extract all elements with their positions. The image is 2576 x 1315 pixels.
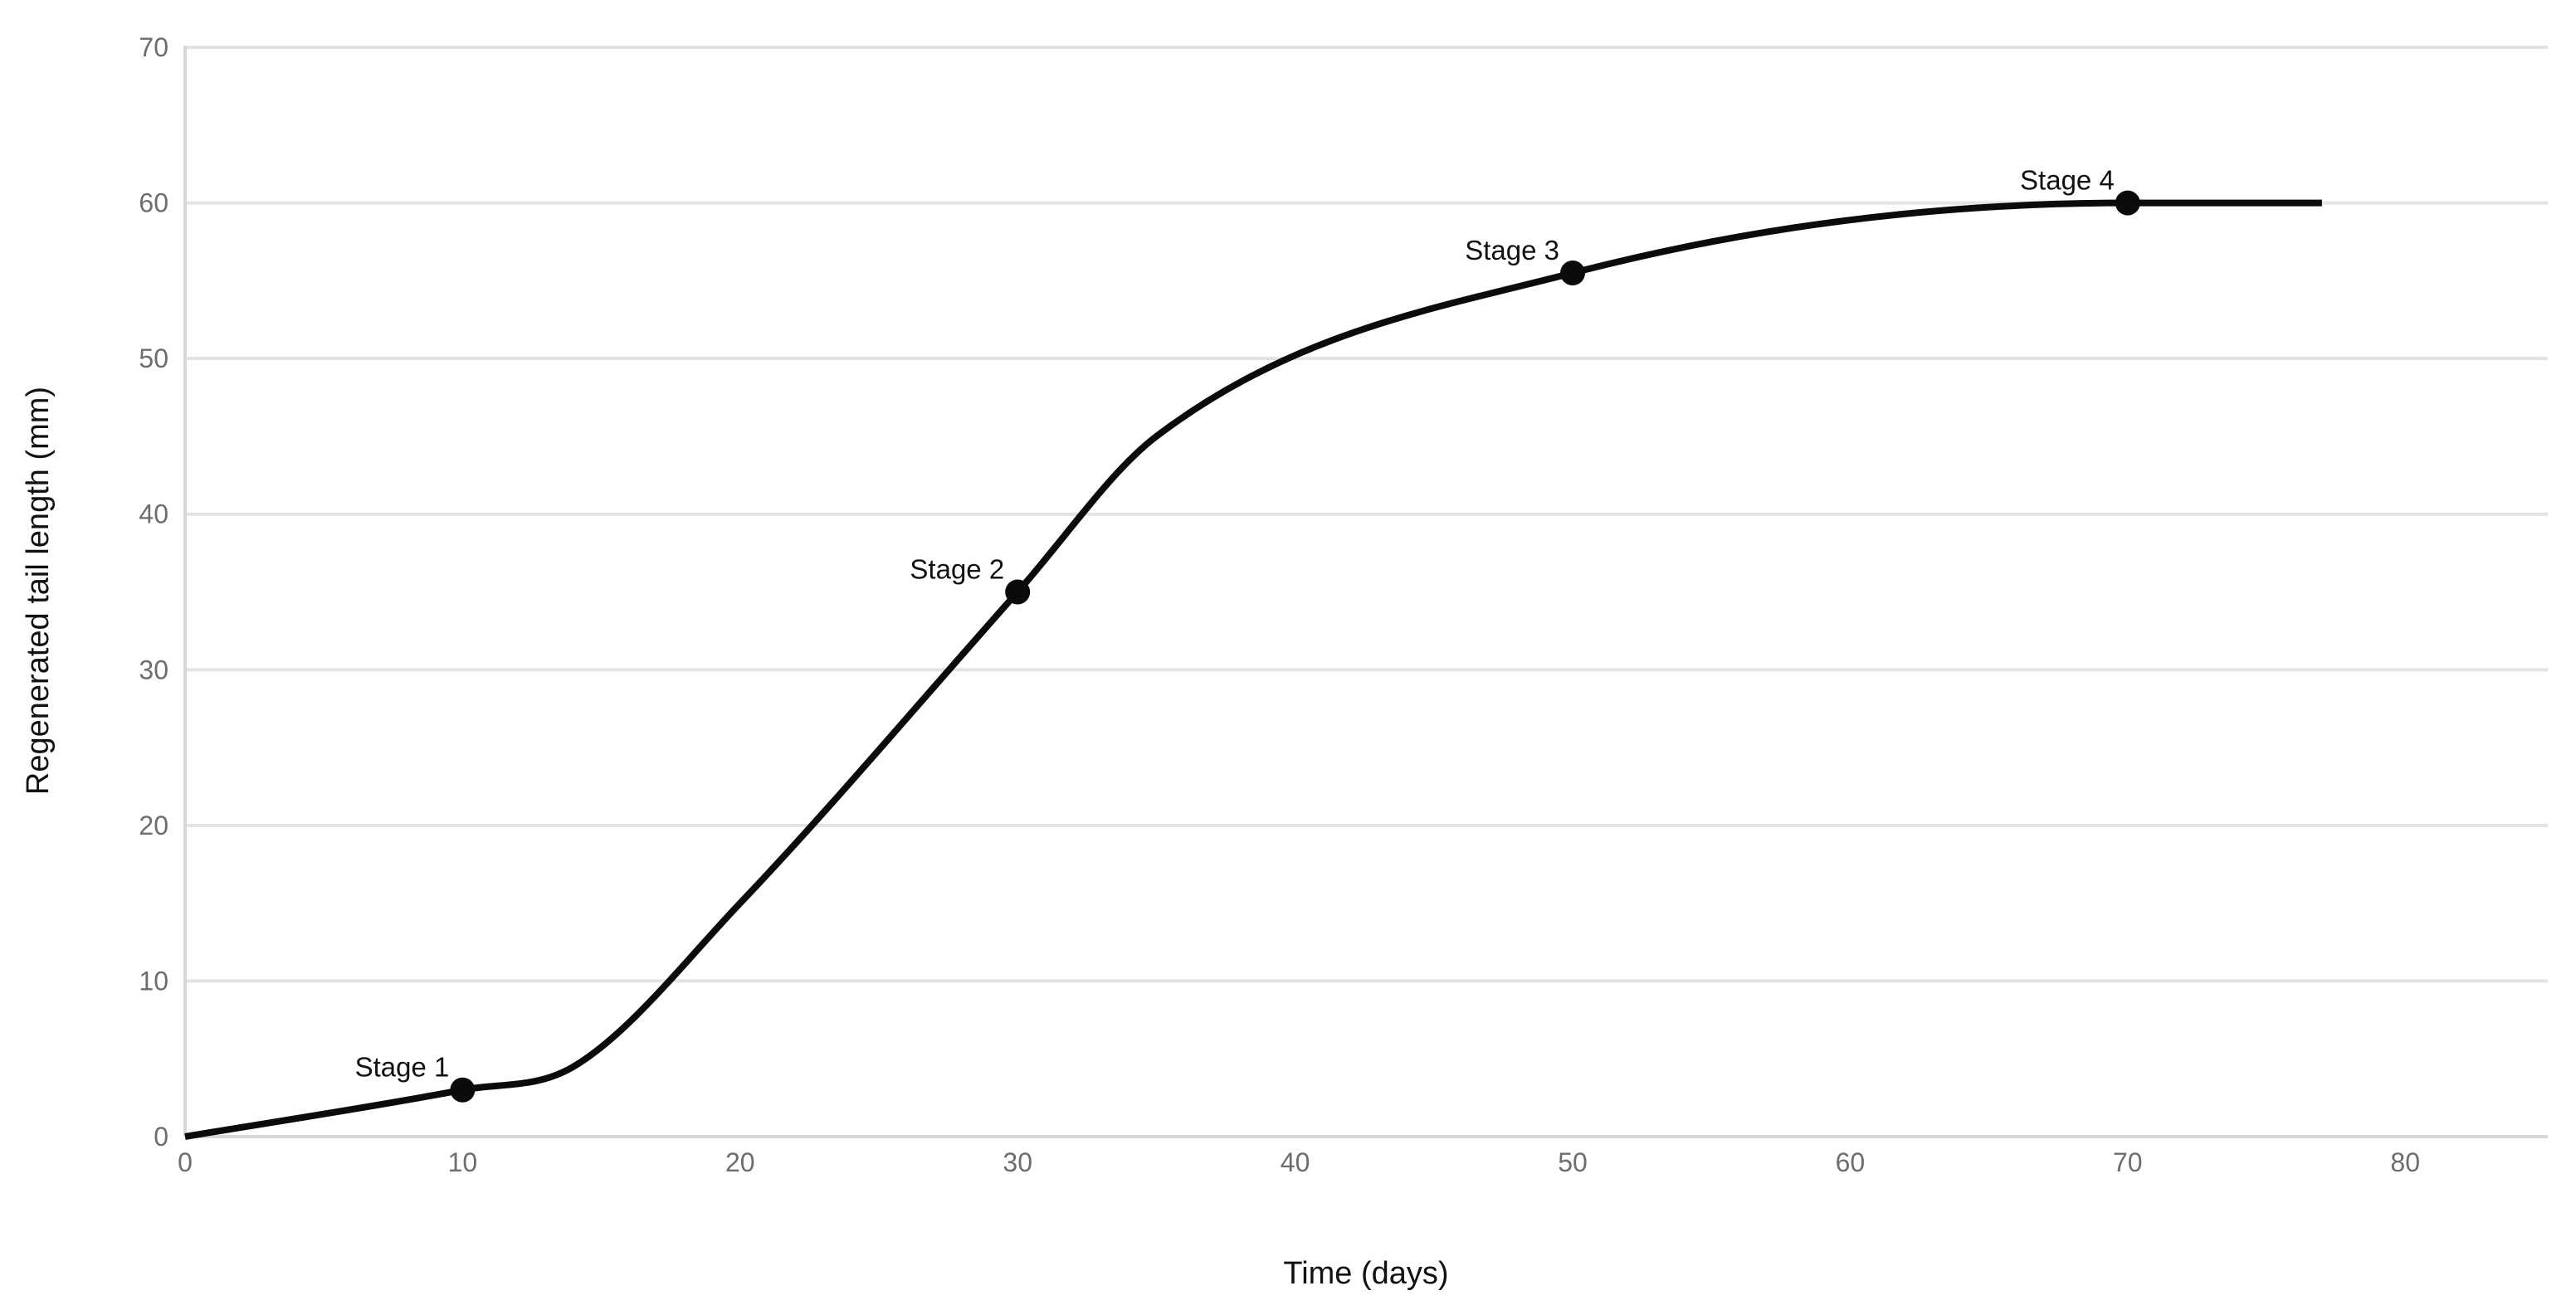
y-tick-label-40: 40: [139, 499, 168, 529]
x-tick-label-40: 40: [1281, 1147, 1310, 1177]
stage-annotation-3: Stage 3: [1465, 235, 1559, 265]
x-tick-label-0: 0: [178, 1147, 193, 1177]
y-tick-label-10: 10: [139, 966, 168, 996]
x-tick-label-20: 20: [725, 1147, 755, 1177]
x-tick-label-80: 80: [2390, 1147, 2420, 1177]
y-tick-label-60: 60: [139, 188, 168, 218]
stage-annotation-1: Stage 1: [355, 1052, 450, 1083]
x-tick-label-30: 30: [1003, 1147, 1032, 1177]
x-tick-labels-group: 0 10 20 30 40 50 60 70 80: [178, 1147, 2420, 1177]
axis-lines-group: [183, 46, 2548, 1138]
y-tick-label-0: 0: [154, 1122, 168, 1152]
series-line: [184, 199, 2322, 1140]
series-group: [184, 199, 2322, 1140]
stage-annotations-group: Stage 1 Stage 2 Stage 3 Stage 4: [355, 165, 2115, 1083]
stage-annotation-2: Stage 2: [910, 554, 1004, 585]
x-tick-label-70: 70: [2113, 1147, 2143, 1177]
data-point-marker-1: [450, 1077, 476, 1103]
x-axis-title: Time (days): [1283, 1256, 1448, 1291]
gridlines-group: [185, 46, 2548, 983]
y-tick-label-50: 50: [139, 343, 168, 373]
data-point-marker-2: [1005, 579, 1031, 605]
x-tick-label-50: 50: [1558, 1147, 1588, 1177]
y-tick-label-20: 20: [139, 811, 168, 840]
x-tick-label-60: 60: [1836, 1147, 1866, 1177]
stage-annotation-4: Stage 4: [2020, 165, 2115, 196]
data-point-marker-3: [1560, 260, 1585, 285]
y-tick-labels-group: 0 10 20 30 40 50 60 70: [139, 32, 168, 1152]
x-tick-label-10: 10: [448, 1147, 478, 1177]
y-tick-label-30: 30: [139, 655, 168, 684]
data-point-marker-4: [2115, 190, 2140, 216]
data-point-markers-group: [450, 190, 2140, 1103]
y-tick-label-70: 70: [139, 32, 168, 62]
y-axis-title: Regenerated tail length (mm): [21, 387, 56, 795]
